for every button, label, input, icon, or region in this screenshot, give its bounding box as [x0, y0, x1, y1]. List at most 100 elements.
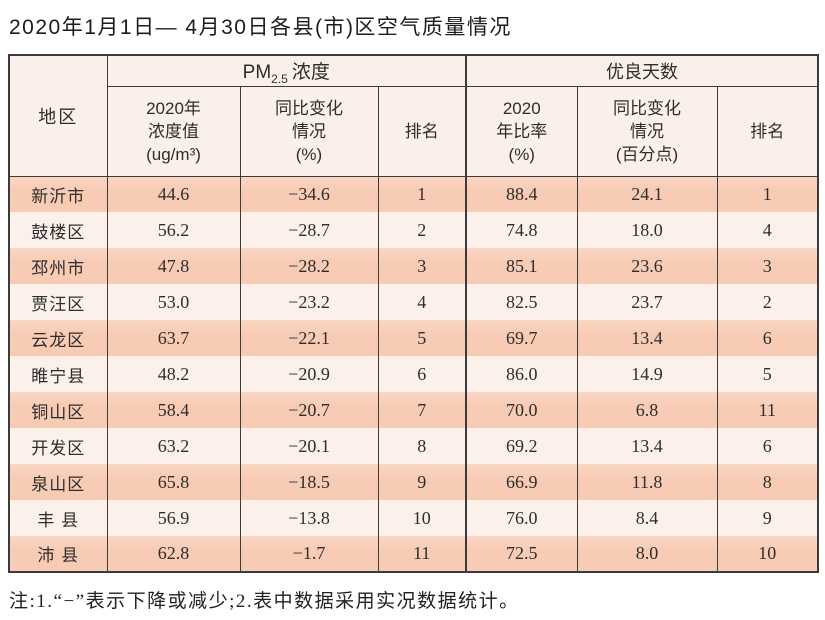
good-rank-cell: 2	[716, 284, 819, 320]
pm-change-cell: −23.2	[239, 284, 379, 320]
pm-change-cell: −34.6	[239, 176, 379, 212]
table-row: 丰 县 56.9 −13.8 10 76.0 8.4 9	[8, 500, 819, 536]
pm-rank-cell: 2	[377, 212, 467, 248]
region-cell: 鼓楼区	[8, 212, 108, 248]
table-row: 睢宁县 48.2 −20.9 6 86.0 14.9 5	[8, 356, 819, 392]
pm-value-cell: 63.7	[106, 320, 241, 356]
air-quality-table: 地区 PM2.5 浓度 优良天数 2020年 浓度值 (ug/m³) 同比变化 情…	[8, 54, 820, 573]
good-ratio-cell: 72.5	[465, 536, 578, 572]
pm-change-cell: −20.9	[239, 356, 379, 392]
pm-change-cell: −28.2	[239, 248, 379, 284]
pm-value-cell: 56.2	[106, 212, 241, 248]
pm-change-cell: −1.7	[239, 536, 379, 572]
page-title: 2020年1月1日— 4月30日各县(市)区空气质量情况	[9, 16, 512, 39]
good-change-cell: 8.4	[576, 500, 718, 536]
pm-rank-cell: 10	[377, 500, 467, 536]
good-change-cell: 13.4	[576, 428, 718, 464]
good-change-cell: 18.0	[576, 212, 718, 248]
header-line: 同比变化	[613, 98, 682, 118]
good-change-cell: 24.1	[576, 176, 718, 212]
column-header-good-ratio: 2020 年比率 (%)	[465, 85, 578, 177]
table-row: 贾汪区 53.0 −23.2 4 82.5 23.7 2	[8, 284, 819, 320]
pm-change-cell: −28.7	[239, 212, 379, 248]
region-cell: 新沂市	[8, 176, 108, 212]
header-line: 情况	[630, 121, 665, 141]
pm-value-cell: 63.2	[106, 428, 241, 464]
good-ratio-cell: 85.1	[465, 248, 578, 284]
good-rank-cell: 4	[716, 212, 819, 248]
good-change-cell: 6.8	[576, 392, 718, 428]
good-ratio-cell: 66.9	[465, 464, 578, 500]
header-unit: (ug/m³)	[146, 144, 201, 164]
header-unit: (百分点)	[615, 144, 679, 164]
region-cell: 云龙区	[8, 320, 108, 356]
pm-rank-cell: 9	[377, 464, 467, 500]
pm-change-cell: −22.1	[239, 320, 379, 356]
good-rank-cell: 1	[716, 176, 819, 212]
pm-value-cell: 56.9	[106, 500, 241, 536]
pm-rank-cell: 4	[377, 284, 467, 320]
header-line: 2020	[502, 98, 541, 118]
pm-value-cell: 62.8	[106, 536, 241, 572]
good-ratio-cell: 76.0	[465, 500, 578, 536]
pm-value-cell: 53.0	[106, 284, 241, 320]
column-header-pm-rank: 排名	[377, 85, 467, 177]
pm-rank-cell: 3	[377, 248, 467, 284]
good-ratio-cell: 69.2	[465, 428, 578, 464]
good-ratio-cell: 88.4	[465, 176, 578, 212]
pm-change-cell: −18.5	[239, 464, 379, 500]
column-header-good-rank: 排名	[716, 85, 819, 177]
header-unit: (%)	[295, 144, 323, 164]
good-ratio-cell: 82.5	[465, 284, 578, 320]
good-change-cell: 13.4	[576, 320, 718, 356]
pm-value-cell: 47.8	[106, 248, 241, 284]
good-rank-cell: 5	[716, 356, 819, 392]
column-header-pm-change: 同比变化 情况 (%)	[239, 85, 379, 177]
table-row: 泉山区 65.8 −18.5 9 66.9 11.8 8	[8, 464, 819, 500]
region-cell: 铜山区	[8, 392, 108, 428]
header-unit: (%)	[508, 144, 535, 164]
good-ratio-cell: 69.7	[465, 320, 578, 356]
good-rank-cell: 9	[716, 500, 819, 536]
table-body: 新沂市 44.6 −34.6 1 88.4 24.1 1 鼓楼区 56.2 −28.7 2 74.8 1…	[8, 176, 819, 572]
pm-value-cell: 58.4	[106, 392, 241, 428]
footnote: 注:1.“−”表示下降或减少;2.表中数据采用实况数据统计。	[9, 591, 520, 612]
pm-rank-cell: 6	[377, 356, 467, 392]
region-cell: 贾汪区	[8, 284, 108, 320]
column-header-pm-value: 2020年 浓度值 (ug/m³)	[106, 85, 241, 177]
table-row: 铜山区 58.4 −20.7 7 70.0 6.8 11	[8, 392, 819, 428]
table-sub-header-row: 2020年 浓度值 (ug/m³) 同比变化 情况 (%) 排名 2020 年比…	[9, 85, 819, 177]
region-cell: 沛 县	[8, 536, 108, 572]
good-rank-cell: 3	[716, 248, 819, 284]
good-change-cell: 11.8	[576, 464, 718, 500]
pm-change-cell: −20.7	[239, 392, 379, 428]
good-rank-cell: 8	[716, 464, 819, 500]
good-rank-cell: 6	[716, 428, 819, 464]
good-change-cell: 23.7	[576, 284, 718, 320]
good-ratio-cell: 86.0	[465, 356, 578, 392]
region-cell: 邳州市	[8, 248, 108, 284]
pm-rank-cell: 1	[377, 176, 467, 212]
region-cell: 泉山区	[8, 464, 108, 500]
good-change-cell: 14.9	[576, 356, 718, 392]
pm-change-cell: −20.1	[239, 428, 379, 464]
table-group-header-row: 地区 PM2.5 浓度 优良天数	[8, 54, 819, 177]
header-line: 年比率	[496, 121, 548, 141]
region-cell: 睢宁县	[8, 356, 108, 392]
pm-rank-cell: 8	[377, 428, 467, 464]
table-row: 鼓楼区 56.2 −28.7 2 74.8 18.0 4	[8, 212, 819, 248]
header-line: 情况	[292, 121, 326, 141]
header-line: 浓度值	[148, 121, 199, 141]
good-ratio-cell: 70.0	[465, 392, 578, 428]
header-line: 2020年	[146, 98, 201, 118]
pm25-label: PM2.5 浓度	[242, 62, 330, 87]
good-ratio-cell: 74.8	[465, 212, 578, 248]
pm-value-cell: 48.2	[106, 356, 241, 392]
column-group-good-days: 优良天数	[465, 54, 819, 87]
good-change-cell: 8.0	[576, 536, 718, 572]
pm-change-cell: −13.8	[239, 500, 379, 536]
pm-value-cell: 44.6	[106, 176, 241, 212]
column-group-pm25: PM2.5 浓度	[106, 54, 467, 87]
pm-value-cell: 65.8	[106, 464, 241, 500]
